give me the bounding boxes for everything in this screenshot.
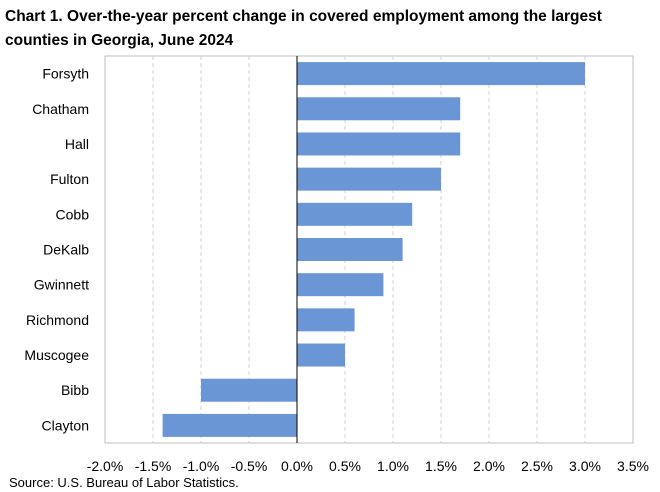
category-label: Hall xyxy=(65,136,89,152)
bar-cobb xyxy=(297,202,413,226)
chart-title: Chart 1. Over-the-year percent change in… xyxy=(5,8,602,49)
x-tick-label: 1.0% xyxy=(377,458,409,474)
x-tick-label: -1.0% xyxy=(183,458,220,474)
x-tick-label: -0.5% xyxy=(231,458,268,474)
category-label: DeKalb xyxy=(43,242,89,258)
source-note: Source: U.S. Bureau of Labor Statistics. xyxy=(9,475,239,490)
grid-lines xyxy=(104,55,634,444)
x-tick-label: 2.0% xyxy=(473,458,505,474)
x-tick-label: 1.5% xyxy=(425,458,457,474)
category-label: Richmond xyxy=(26,312,89,328)
bar-hall xyxy=(297,132,461,156)
plot-frame xyxy=(104,55,634,444)
category-label: Gwinnett xyxy=(34,277,89,293)
category-label: Bibb xyxy=(61,382,89,398)
bar-richmond xyxy=(297,308,355,332)
category-label: Fulton xyxy=(50,171,89,187)
bar-chatham xyxy=(297,97,461,121)
x-tick-label: 0.0% xyxy=(281,458,313,474)
labels: -2.0% -1.5% -1.0% -0.5% 0.0% 0.5% 1.0% 1.5% 2.0%… xyxy=(24,66,649,474)
category-label: Forsyth xyxy=(42,66,89,82)
x-tick-label: -1.5% xyxy=(135,458,172,474)
x-tick-label: 3.5% xyxy=(617,458,649,474)
category-label: Cobb xyxy=(56,206,90,222)
bar-bibb xyxy=(201,378,297,402)
bar-clayton xyxy=(162,413,297,437)
category-label: Muscogee xyxy=(24,347,89,363)
bar-muscogee xyxy=(297,343,345,367)
x-tick-label: 3.0% xyxy=(569,458,601,474)
x-tick-label: 0.5% xyxy=(329,458,361,474)
bar-gwinnett xyxy=(297,273,384,297)
bar-dekalb xyxy=(297,238,403,261)
bar-fulton xyxy=(297,167,441,191)
x-tick-label: -2.0% xyxy=(87,458,124,474)
category-label: Chatham xyxy=(32,101,89,117)
x-tick-label: 2.5% xyxy=(521,458,553,474)
category-label: Clayton xyxy=(42,417,89,433)
bars xyxy=(162,62,585,437)
bar-forsyth xyxy=(297,62,585,86)
